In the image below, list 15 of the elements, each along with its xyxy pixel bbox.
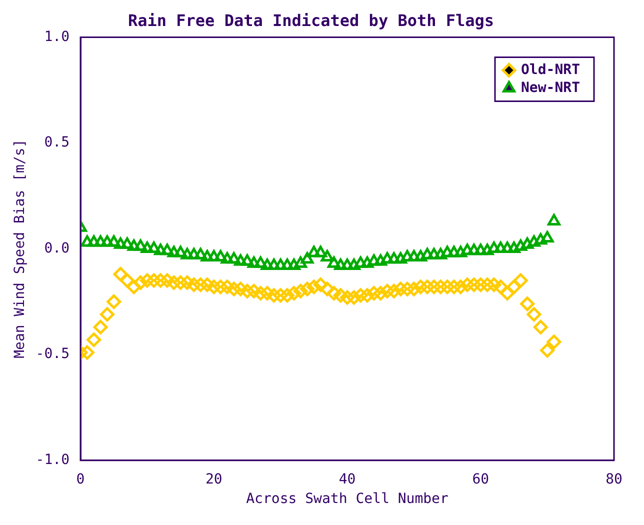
legend-label: New-NRT xyxy=(521,80,580,96)
x-tick-label: 20 xyxy=(205,471,222,488)
x-tick-label: 80 xyxy=(606,471,622,488)
y-tick-label: -1.0 xyxy=(36,452,70,468)
x-tick-label: 0 xyxy=(76,471,85,488)
legend-label: Old-NRT xyxy=(521,62,580,78)
x-tick-label: 60 xyxy=(472,471,490,488)
y-tick-label: 0.0 xyxy=(44,240,70,256)
x-axis-title: Across Swath Cell Number xyxy=(246,491,448,508)
y-axis-title: Mean Wind Speed Bias [m/s] xyxy=(12,139,28,358)
x-tick-label: 40 xyxy=(338,471,356,488)
y-tick-label: -0.5 xyxy=(36,346,70,362)
y-tick-label: 1.0 xyxy=(44,28,70,45)
chart-title: Rain Free Data Indicated by Both Flags xyxy=(128,10,494,30)
y-tick-label: 0.5 xyxy=(44,134,70,151)
